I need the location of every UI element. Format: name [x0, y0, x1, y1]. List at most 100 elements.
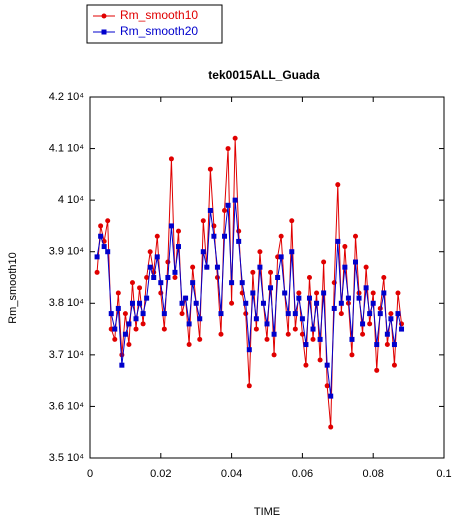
data-point — [190, 264, 196, 270]
data-point — [310, 326, 316, 332]
data-point — [331, 305, 337, 311]
data-point — [126, 342, 132, 348]
data-point — [384, 342, 390, 348]
chart-title: tek0015ALL_Guada — [208, 68, 320, 82]
data-point — [129, 280, 135, 286]
x-tick-label: 0.04 — [221, 468, 242, 480]
y-tick-label: 3.9 10⁴ — [49, 246, 85, 258]
data-point — [314, 290, 320, 296]
data-point — [222, 233, 228, 239]
data-point — [119, 362, 125, 368]
data-point — [282, 290, 288, 296]
legend-marker — [101, 13, 107, 19]
y-tick-label: 4.2 10⁴ — [49, 91, 85, 103]
data-point — [345, 295, 351, 301]
data-point — [137, 300, 143, 306]
data-point — [299, 316, 305, 322]
data-point — [257, 249, 263, 255]
data-point — [292, 311, 298, 317]
data-point — [356, 290, 362, 296]
data-point — [388, 311, 394, 317]
data-point — [257, 264, 263, 270]
data-point — [321, 259, 327, 265]
data-point — [246, 347, 252, 353]
data-point — [211, 233, 217, 239]
data-point — [271, 352, 277, 358]
data-point — [314, 300, 320, 306]
data-point — [374, 367, 380, 373]
data-point — [158, 280, 164, 286]
data-point — [243, 300, 249, 306]
data-point — [268, 269, 274, 275]
data-point — [384, 331, 390, 337]
legend-label: Rm_smooth20 — [120, 24, 198, 38]
data-point — [122, 331, 128, 337]
data-point — [399, 326, 405, 332]
data-point — [260, 300, 266, 306]
data-point — [299, 331, 305, 337]
data-point — [246, 383, 252, 389]
data-point — [374, 342, 380, 348]
data-point — [317, 357, 323, 363]
data-point — [129, 300, 135, 306]
data-point — [94, 269, 100, 275]
data-point — [285, 331, 291, 337]
data-point — [229, 300, 235, 306]
data-point — [214, 275, 220, 280]
data-point — [176, 244, 181, 250]
data-point — [391, 342, 397, 348]
data-point — [264, 321, 270, 327]
data-point — [151, 275, 157, 280]
data-point — [140, 311, 146, 317]
data-point — [328, 393, 334, 399]
data-point — [214, 264, 220, 270]
data-point — [101, 244, 107, 250]
data-point — [363, 264, 369, 270]
data-point — [335, 182, 341, 188]
data-point — [232, 197, 238, 203]
x-tick-label: 0.06 — [292, 468, 313, 480]
x-axis-label: TIME — [254, 506, 280, 518]
data-point — [356, 295, 362, 301]
data-point — [98, 223, 104, 229]
data-point — [367, 311, 373, 317]
data-point — [388, 316, 394, 322]
data-point — [112, 326, 118, 332]
data-point — [183, 295, 189, 301]
data-point — [278, 233, 284, 239]
data-point — [165, 275, 171, 280]
data-point — [172, 275, 178, 280]
data-point — [342, 244, 348, 250]
data-point — [115, 290, 121, 296]
data-point — [377, 305, 383, 311]
data-point — [218, 311, 224, 317]
legend-label: Rm_smooth10 — [120, 8, 198, 22]
data-point — [115, 305, 121, 311]
data-point — [229, 280, 235, 286]
data-point — [200, 218, 206, 224]
data-point — [349, 336, 355, 342]
plot-frame — [89, 96, 445, 459]
y-tick-label: 4.1 10⁴ — [49, 142, 85, 154]
data-point — [296, 290, 302, 296]
data-point — [94, 254, 100, 260]
y-tick-label: 3.6 10⁴ — [49, 400, 85, 412]
data-point — [306, 295, 312, 301]
data-point — [176, 228, 181, 234]
data-point — [285, 311, 291, 317]
data-point — [186, 321, 192, 327]
data-point — [278, 254, 284, 260]
data-point — [218, 331, 224, 337]
x-tick-label: 0.1 — [436, 468, 451, 480]
data-point — [363, 285, 369, 291]
x-tick-label: 0 — [87, 468, 93, 480]
data-point — [236, 228, 242, 234]
data-point — [179, 311, 185, 317]
data-point — [122, 311, 128, 317]
y-tick-label: 3.7 10⁴ — [49, 349, 85, 361]
data-point — [126, 321, 132, 327]
y-tick-label: 3.5 10⁴ — [49, 452, 85, 464]
data-point — [338, 311, 344, 317]
data-point — [381, 290, 387, 296]
